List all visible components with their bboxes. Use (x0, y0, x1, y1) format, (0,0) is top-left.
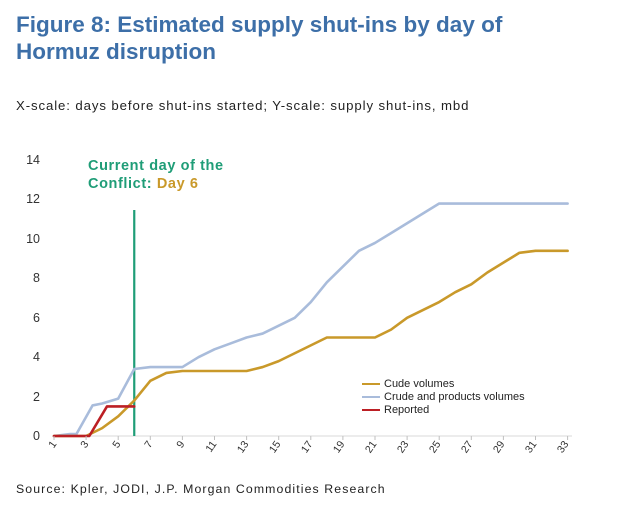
svg-text:21: 21 (363, 439, 380, 456)
svg-text:15: 15 (267, 439, 284, 456)
svg-text:23: 23 (395, 439, 412, 456)
svg-text:1: 1 (46, 439, 59, 451)
svg-text:7: 7 (142, 439, 155, 451)
svg-text:19: 19 (331, 439, 348, 456)
svg-text:5: 5 (110, 439, 123, 451)
svg-text:3: 3 (78, 439, 91, 451)
svg-text:11: 11 (203, 439, 219, 455)
svg-text:9: 9 (174, 439, 187, 451)
svg-text:33: 33 (555, 439, 572, 456)
svg-text:25: 25 (427, 439, 444, 456)
svg-text:17: 17 (299, 439, 316, 456)
svg-text:29: 29 (491, 439, 508, 456)
svg-text:13: 13 (235, 439, 252, 456)
svg-text:27: 27 (459, 439, 476, 456)
svg-text:31: 31 (523, 439, 540, 456)
